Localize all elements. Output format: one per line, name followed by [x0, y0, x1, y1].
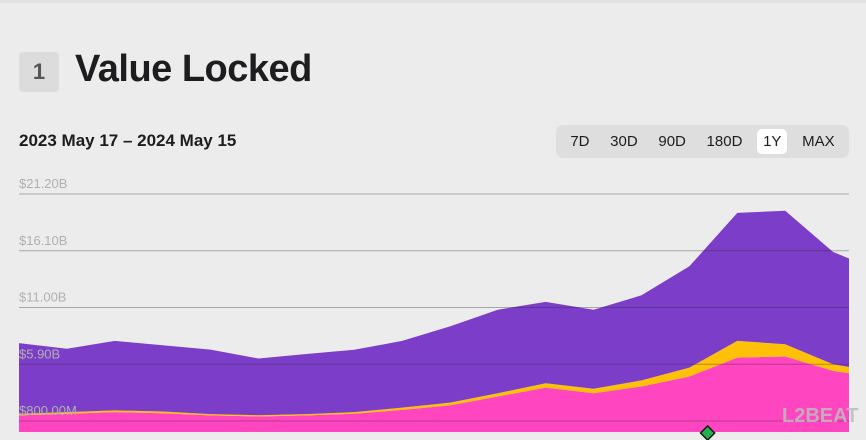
- area-series-0: [19, 356, 849, 432]
- chart-y-axis-labels: $21.20B $16.10B $11.00B $5.90B $800.00M: [19, 176, 77, 418]
- y-axis-tick-label: $800.00M: [19, 403, 77, 418]
- page-title: Value Locked: [75, 48, 312, 90]
- chart-gridlines: [19, 193, 849, 422]
- date-range-label: 2023 May 17 – 2024 May 15: [19, 131, 237, 150]
- timeframe-selector: 7D 30D 90D 180D 1Y MAX: [556, 125, 849, 158]
- chart-event-marker: [699, 424, 716, 440]
- y-axis-tick-label: $21.20B: [19, 176, 67, 191]
- value-locked-chart[interactable]: $21.20B $16.10B $11.00B $5.90B $800.00M L2BE…: [0, 165, 866, 440]
- section-number-badge: 1: [19, 52, 59, 92]
- area-series-1: [19, 340, 849, 417]
- timeframe-7d-button[interactable]: 7D: [570, 133, 590, 150]
- top-border: [0, 0, 866, 3]
- timeframe-max-button[interactable]: MAX: [802, 133, 835, 150]
- y-axis-tick-label: $11.00B: [19, 290, 66, 305]
- chart-areas: [19, 210, 849, 432]
- timeframe-1y-button[interactable]: 1Y: [757, 129, 788, 154]
- area-series-2: [19, 210, 849, 416]
- timeframe-30d-button[interactable]: 30D: [610, 133, 638, 150]
- timeframe-180d-button[interactable]: 180D: [706, 133, 743, 150]
- event-marker: [699, 424, 716, 440]
- y-axis-tick-label: $16.10B: [19, 233, 67, 248]
- l2beat-watermark: L2BEAT: [782, 405, 858, 427]
- y-axis-tick-label: $5.90B: [19, 346, 60, 361]
- timeframe-90d-button[interactable]: 90D: [658, 133, 686, 150]
